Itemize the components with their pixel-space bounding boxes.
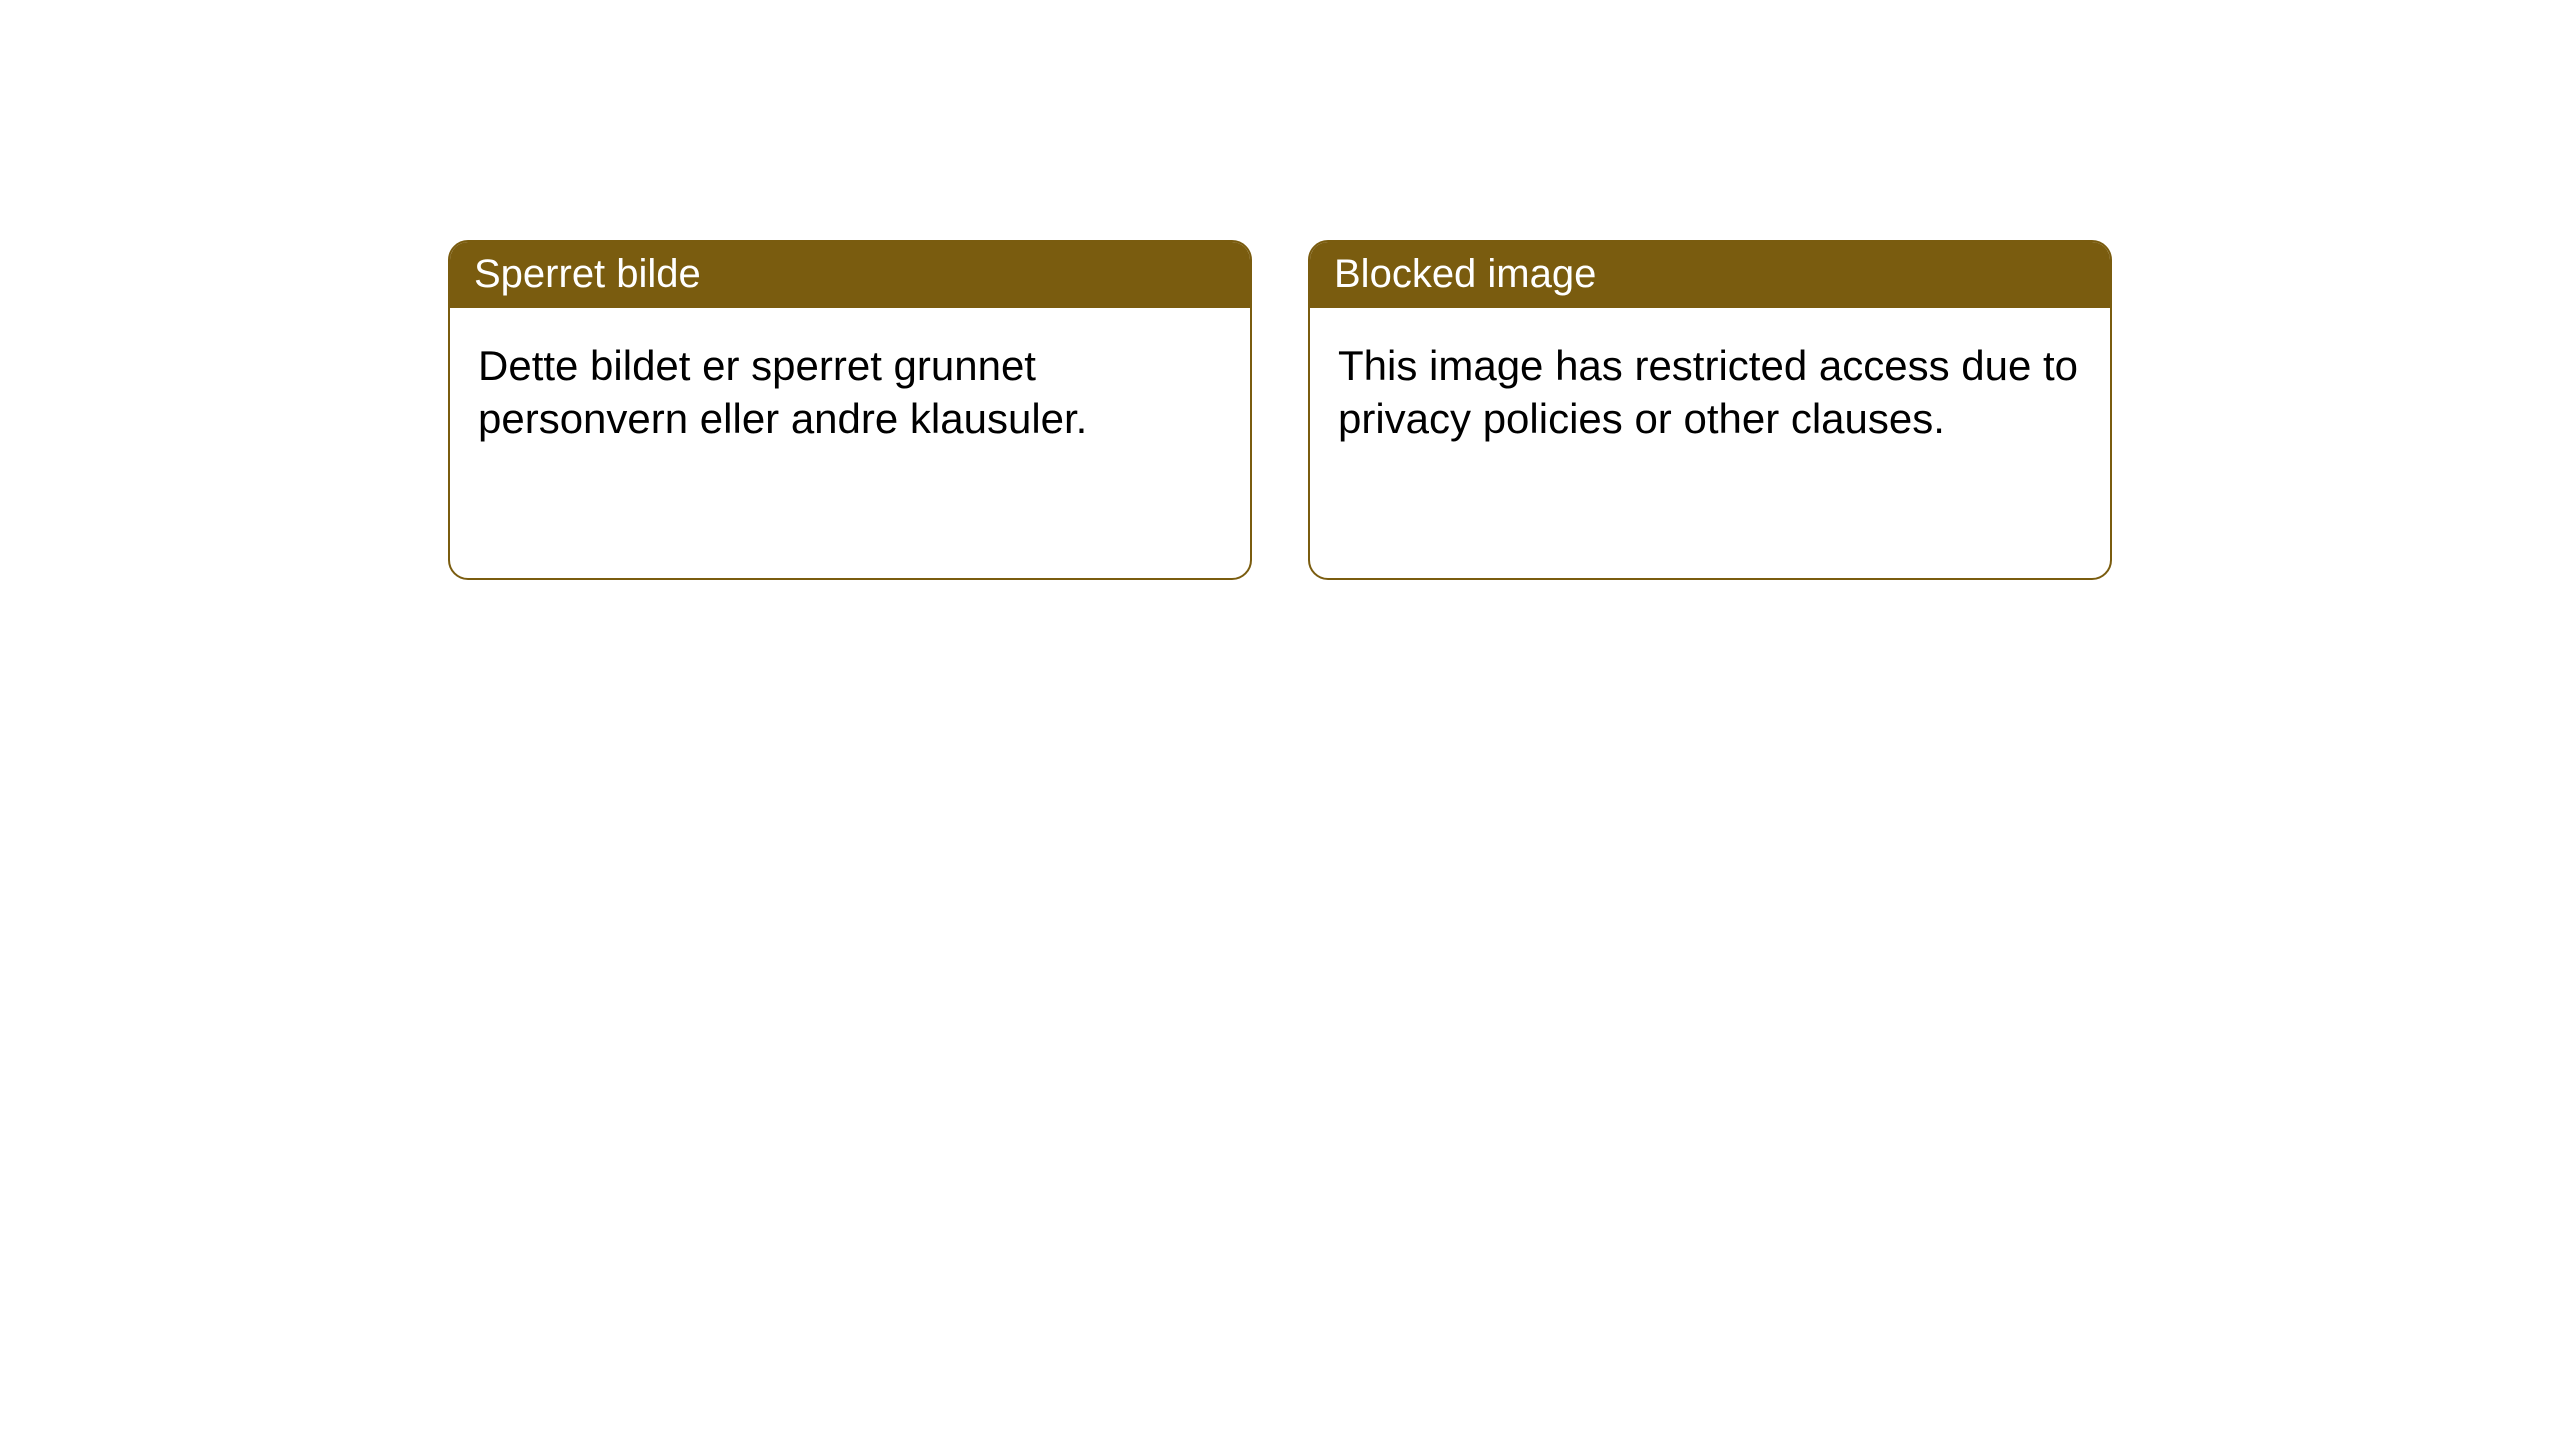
panel-title-no: Sperret bilde <box>450 242 1250 308</box>
panel-body-no: Dette bildet er sperret grunnet personve… <box>450 308 1250 477</box>
blocked-image-panel-no: Sperret bilde Dette bildet er sperret gr… <box>448 240 1252 580</box>
panels-container: Sperret bilde Dette bildet er sperret gr… <box>448 240 2112 580</box>
panel-title-en: Blocked image <box>1310 242 2110 308</box>
panel-body-en: This image has restricted access due to … <box>1310 308 2110 477</box>
blocked-image-panel-en: Blocked image This image has restricted … <box>1308 240 2112 580</box>
